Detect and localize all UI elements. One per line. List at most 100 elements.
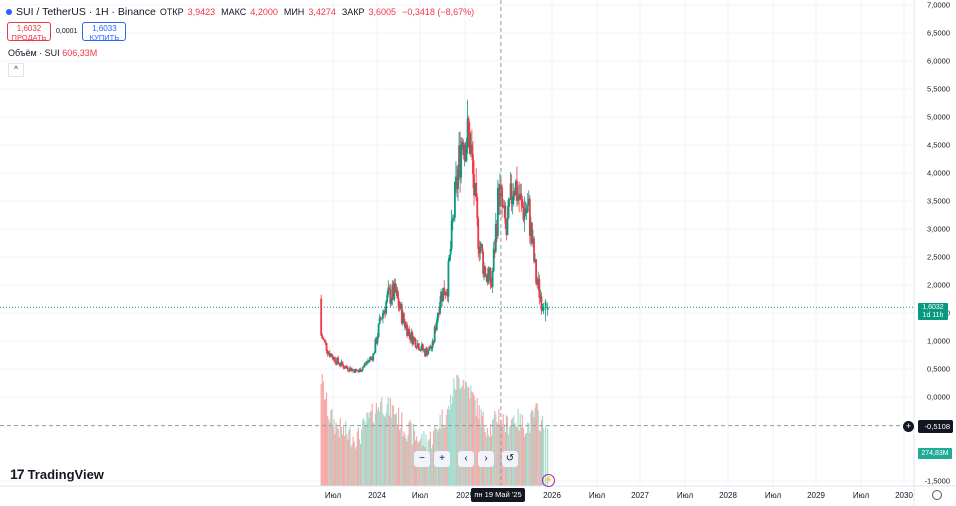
candle-body [450,220,453,249]
volume-bar [426,450,428,486]
volume-bar [498,408,500,486]
time-tick-label: 2024 [368,491,386,500]
candle-body [516,181,518,201]
scroll-right-button[interactable]: › [478,451,494,467]
candle-body [367,360,369,363]
candle-body [453,181,456,218]
volume-bar [322,381,324,486]
volume-bar [346,434,348,486]
candle-body [432,341,435,343]
volume-bar [451,404,453,486]
candle-body [517,195,519,201]
candle-body [457,169,459,190]
candle-body [434,326,437,331]
lightning-icon[interactable]: ⚡ [542,474,555,487]
candle-body [341,361,344,366]
candle-body [409,333,412,340]
candle-body [440,291,443,302]
candle-body [473,174,475,196]
candle-body [429,346,432,349]
price-tick-label: 4,0000 [927,168,950,178]
volume-bar [327,416,329,486]
volume-legend[interactable]: Объём · SUI 606,33M [8,48,97,58]
volume-label: Объём · SUI [8,48,60,58]
candle-body [381,313,384,319]
volume-bar [389,397,391,486]
volume-bar [465,382,468,486]
candle-body [335,362,337,365]
chevron-up-icon[interactable]: ^ [8,63,24,77]
volume-bar [454,388,456,486]
candle-body [476,197,479,219]
candle-body [374,339,377,353]
volume-bar [452,396,454,486]
volume-bar [524,433,527,486]
candle-body [337,357,340,363]
volume-bars [320,374,549,486]
volume-bar [439,414,441,486]
volume-bar [475,416,477,486]
volume-bar [347,439,349,486]
volume-bar [505,415,508,486]
volume-bar [361,429,363,486]
volume-bar [342,426,345,486]
candle-body [325,343,328,351]
candle-body [390,300,393,304]
volume-bar [366,412,368,486]
volume-bar [372,421,374,486]
zoom-in-button[interactable]: + [434,451,450,467]
gear-icon[interactable] [932,490,942,500]
candle-body [506,217,509,236]
candle-body [438,312,440,314]
open-label: ОТКР [159,7,184,17]
candle-body [503,205,506,208]
volume-bar [352,436,354,486]
price-tick-label: 6,5000 [927,28,950,38]
candle-body [493,248,496,252]
candle-body [507,199,510,218]
candle-body [420,344,423,350]
plus-icon[interactable]: + [903,421,914,432]
price-tick-label: 0,5000 [927,364,950,374]
time-tick-label: 2027 [631,491,649,500]
volume-bar [535,402,537,486]
volume-bar [448,409,451,486]
candle-body [524,208,527,214]
buy-button[interactable]: 1,6033 КУПИТЬ [82,22,127,42]
volume-bar [381,397,383,486]
volume-bar [517,408,519,486]
volume-bar [547,428,549,486]
candle-body [460,145,463,178]
symbol-title[interactable]: SUI / TetherUS · 1H · Binance [16,6,156,18]
volume-bar [377,407,380,486]
volume-bar [499,424,501,486]
candle-body [475,182,478,198]
volume-bar [410,422,412,486]
volume-bar [334,434,336,486]
volume-bar [391,405,393,486]
candle-body [487,273,490,283]
candle-body [511,196,514,204]
tradingview-logo[interactable]: 17 TradingView [10,466,104,482]
volume-bar [369,411,371,486]
sell-button[interactable]: 1,6032 ПРОДАТЬ [7,22,51,42]
candle-body [349,367,351,372]
candle-body [330,354,333,358]
volume-bar [536,403,538,486]
candle-body [369,357,371,361]
time-tick-label: Июл [324,491,342,500]
candle-body [375,339,378,344]
reset-chart-button[interactable]: ↺ [502,451,518,467]
scroll-left-button[interactable]: ‹ [458,451,474,467]
volume-bar [446,409,448,486]
candle-body [383,310,385,314]
zoom-out-button[interactable]: − [414,451,430,467]
candle-body [448,254,451,261]
candle-body [431,341,434,349]
candle-body [459,145,462,178]
candle-body [336,357,338,365]
candle-body [461,141,464,146]
candle-body [518,195,521,200]
volume-bar [376,409,379,486]
